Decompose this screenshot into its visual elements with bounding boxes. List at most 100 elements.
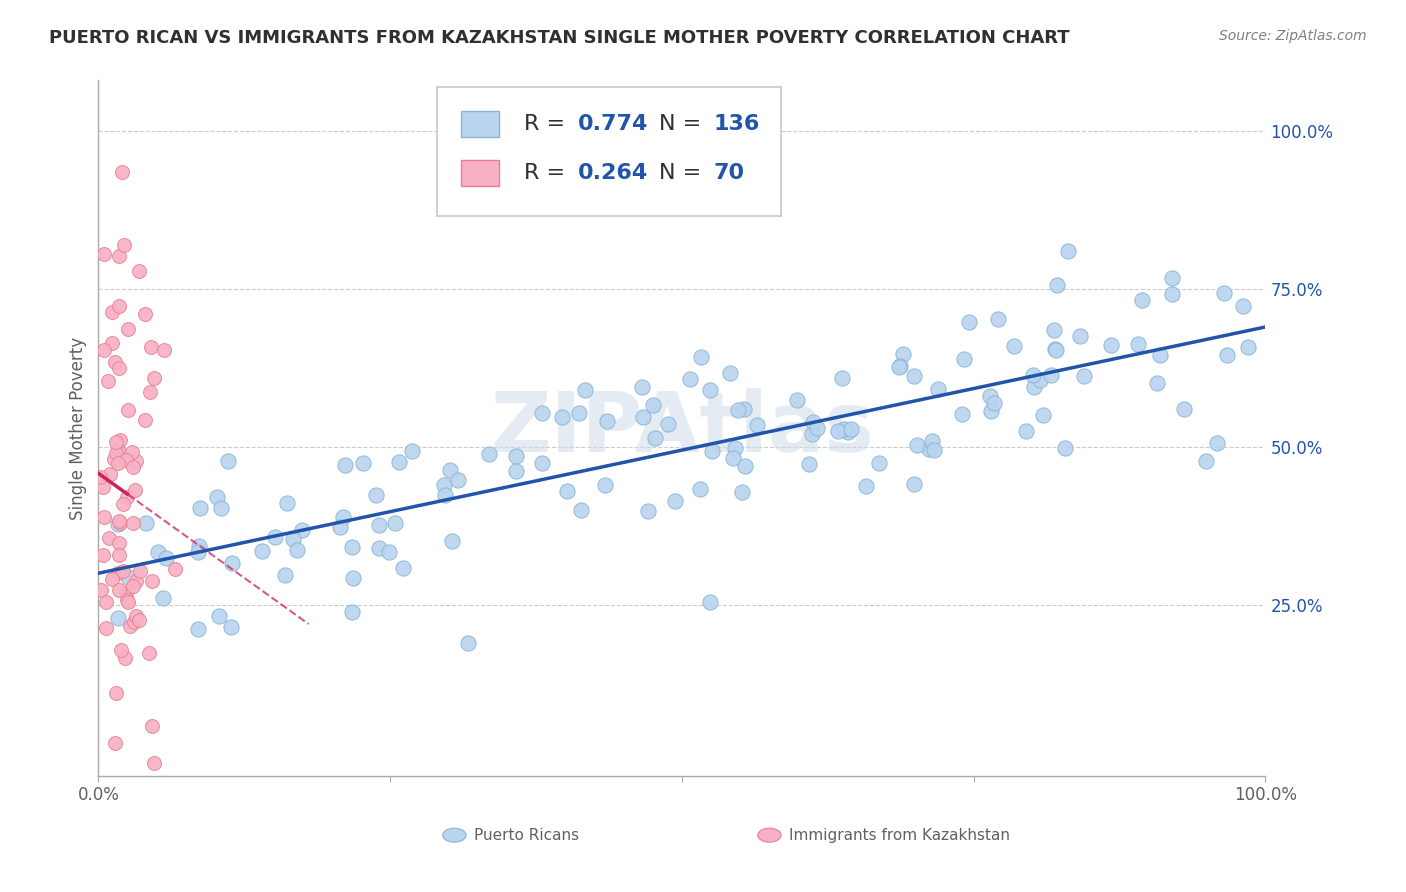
Point [555, 483, 578, 498]
Point [388, 455, 411, 469]
Point [595, 415, 617, 429]
Circle shape [443, 828, 465, 842]
Point [115, 585, 138, 599]
Point [104, 435, 127, 450]
Y-axis label: Single Mother Poverty: Single Mother Poverty [69, 336, 87, 520]
Point [887, 360, 910, 375]
Point [111, 165, 134, 179]
Point [401, 443, 423, 458]
Point [641, 398, 664, 412]
Point [107, 566, 129, 580]
Text: N =: N = [658, 163, 709, 183]
FancyBboxPatch shape [461, 160, 499, 186]
Point [142, 370, 165, 384]
Point [1206, 435, 1229, 450]
Point [90, 583, 112, 598]
Point [98, 467, 121, 481]
Point [141, 719, 163, 733]
Point [114, 452, 136, 467]
Point [530, 456, 553, 470]
Point [96, 621, 118, 635]
Point [208, 609, 231, 624]
Point [129, 564, 152, 578]
Point [89, 470, 111, 484]
Point [104, 685, 127, 699]
Point [108, 548, 131, 562]
FancyBboxPatch shape [437, 87, 782, 216]
Point [101, 336, 124, 351]
Point [1039, 368, 1062, 383]
Point [122, 516, 145, 531]
Point [927, 382, 949, 396]
Point [679, 372, 702, 386]
Point [447, 474, 470, 488]
Point [1069, 329, 1091, 343]
Point [786, 393, 808, 408]
Point [868, 456, 890, 470]
Point [505, 449, 527, 463]
Point [263, 530, 285, 544]
Point [94, 595, 117, 609]
Text: Source: ZipAtlas.com: Source: ZipAtlas.com [1219, 29, 1367, 43]
Point [108, 514, 131, 528]
Point [138, 646, 160, 660]
Point [950, 407, 973, 421]
Point [980, 404, 1002, 418]
Point [110, 643, 132, 657]
Point [1232, 299, 1254, 313]
Point [631, 380, 654, 394]
Point [104, 735, 127, 749]
Point [117, 402, 139, 417]
Point [574, 384, 596, 398]
Point [107, 457, 129, 471]
Text: R =: R = [524, 163, 572, 183]
Point [1213, 285, 1236, 300]
Point [593, 477, 616, 491]
Point [281, 533, 304, 547]
Point [893, 347, 915, 361]
Text: Immigrants from Kazakhstan: Immigrants from Kazakhstan [789, 828, 1011, 843]
Point [252, 544, 274, 558]
Point [1146, 376, 1168, 390]
Point [274, 568, 297, 582]
Point [727, 403, 749, 417]
Point [121, 579, 143, 593]
Point [139, 340, 162, 354]
Point [689, 350, 711, 364]
Point [368, 541, 391, 556]
Point [384, 516, 406, 530]
Point [439, 463, 461, 477]
Point [440, 534, 463, 549]
Point [108, 360, 131, 375]
Point [478, 447, 501, 461]
Text: R =: R = [524, 114, 572, 134]
Point [1002, 339, 1025, 353]
Point [124, 483, 146, 498]
Point [332, 509, 354, 524]
Point [117, 322, 139, 336]
Point [855, 479, 877, 493]
Point [1057, 244, 1080, 259]
Point [689, 482, 711, 496]
Point [187, 544, 209, 558]
Point [340, 541, 363, 555]
Point [733, 401, 755, 416]
Point [905, 438, 928, 452]
Point [152, 591, 174, 605]
Point [745, 417, 768, 432]
Point [276, 495, 298, 509]
Point [108, 516, 131, 530]
Point [115, 593, 138, 607]
Point [699, 383, 721, 397]
Point [457, 636, 479, 650]
Point [285, 542, 308, 557]
Point [377, 545, 399, 559]
Point [1032, 409, 1054, 423]
Point [108, 535, 131, 549]
Point [112, 238, 135, 252]
Point [1161, 287, 1184, 301]
Point [134, 413, 156, 427]
Point [1073, 369, 1095, 384]
Point [505, 464, 527, 478]
Point [219, 619, 242, 633]
